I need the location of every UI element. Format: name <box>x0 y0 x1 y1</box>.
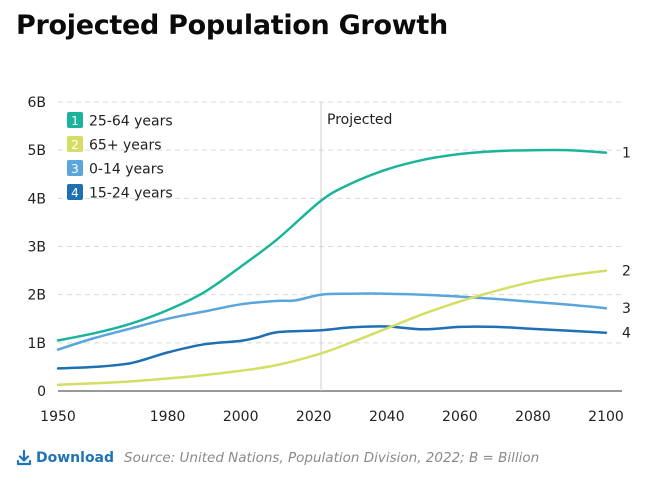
series-line-2 <box>56 269 608 386</box>
series-line-1 <box>56 148 608 342</box>
legend-number: 3 <box>71 162 79 176</box>
series-line-4 <box>56 325 608 370</box>
x-tick-label: 1980 <box>150 409 186 425</box>
footer: Download Source: United Nations, Populat… <box>16 450 539 466</box>
download-label: Download <box>36 450 115 466</box>
y-tick-label: 2B <box>27 288 46 304</box>
x-tick-label: 2100 <box>588 409 624 425</box>
x-tick-label: 1950 <box>40 409 76 425</box>
series-line-3 <box>56 292 608 351</box>
y-tick-label: 3B <box>27 240 46 256</box>
legend-label: 0-14 years <box>89 162 164 178</box>
x-tick-label: 2040 <box>369 409 405 425</box>
chart-area: 0 1B 2B 3B 4B 5B 6B 1950 1980 2000 2020 2040 2060 208… <box>27 95 631 425</box>
legend-swatch <box>67 184 83 200</box>
download-icon <box>16 450 32 466</box>
y-tick-label: 0 <box>37 384 46 400</box>
chart-title: Projected Population Growth <box>16 10 448 41</box>
x-tick-label: 2080 <box>515 409 551 425</box>
series-end-label: 2 <box>622 264 631 280</box>
legend-number: 2 <box>71 138 79 152</box>
y-tick-label: 1B <box>27 336 46 352</box>
y-tick-label: 6B <box>27 95 46 111</box>
series-end-label: 3 <box>622 301 631 317</box>
legend-label: 25-64 years <box>89 114 173 130</box>
legend-swatch <box>67 112 83 128</box>
y-tick-label: 4B <box>27 191 46 207</box>
legend-label: 15-24 years <box>89 186 173 202</box>
legend-number: 4 <box>71 186 79 200</box>
projection-label: Projected <box>327 112 392 128</box>
legend-number: 1 <box>71 114 79 128</box>
x-tick-label: 2020 <box>296 409 332 425</box>
source-note: Source: United Nations, Population Divis… <box>124 450 540 466</box>
x-tick-label: 2000 <box>223 409 259 425</box>
series-end-label: 4 <box>622 326 631 342</box>
download-link[interactable]: Download <box>16 450 114 466</box>
series-end-label: 1 <box>622 146 631 162</box>
legend-swatch <box>67 136 83 152</box>
legend-label: 65+ years <box>89 138 162 154</box>
x-tick-label: 2060 <box>442 409 478 425</box>
y-tick-label: 5B <box>27 143 46 159</box>
legend-swatch <box>67 160 83 176</box>
